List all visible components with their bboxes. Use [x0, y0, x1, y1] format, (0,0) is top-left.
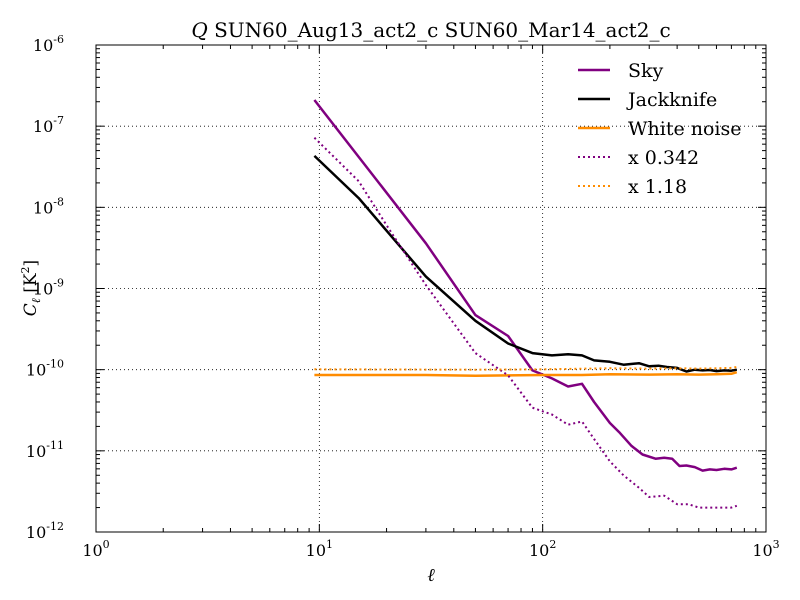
- y-tick-label: 10-6: [33, 33, 64, 55]
- x-tick-label: 100: [82, 538, 109, 560]
- x-tick-label: 103: [752, 538, 779, 560]
- y-tick-label: 10-12: [26, 520, 64, 542]
- x-axis-label: ℓ: [427, 565, 435, 586]
- series-line-jackknife: [313, 154, 738, 373]
- axis-ticks: [95, 44, 767, 533]
- y-tick-label: 10-9: [33, 277, 64, 299]
- series-line-sky: [313, 99, 738, 472]
- series-line-white-noise: [314, 371, 738, 378]
- legend-label-jackknife: Jackknife: [626, 89, 717, 111]
- legend-label-x-1-18: x 1.18: [628, 176, 687, 198]
- y-tick-label: 10-10: [26, 358, 64, 380]
- series-line-x-0-342: [313, 136, 738, 509]
- y-tick-label: 10-11: [26, 439, 64, 461]
- legend-label-white-noise: White noise: [628, 118, 742, 140]
- legend: Sky Jackknife White noise x 0.342 x 1.18: [578, 60, 742, 198]
- x-tick-label: 102: [529, 538, 556, 560]
- x-tick-label: 101: [306, 538, 333, 560]
- y-tick-label: 10-8: [33, 195, 64, 217]
- legend-label-sky: Sky: [628, 60, 664, 82]
- tick-labels: 100 101 102 103 10-12 10-11 10-10 10-9 10-8 10-7 1…: [26, 33, 780, 560]
- y-axis-label: Cℓ [K2]: [19, 260, 43, 316]
- y-tick-label: 10-7: [33, 114, 64, 136]
- legend-label-x-0-342: x 0.342: [628, 147, 699, 169]
- chart-title: Q SUN60_Aug13_act2_c SUN60_Mar14_act2_c: [191, 18, 670, 42]
- plot-lines: [313, 99, 738, 509]
